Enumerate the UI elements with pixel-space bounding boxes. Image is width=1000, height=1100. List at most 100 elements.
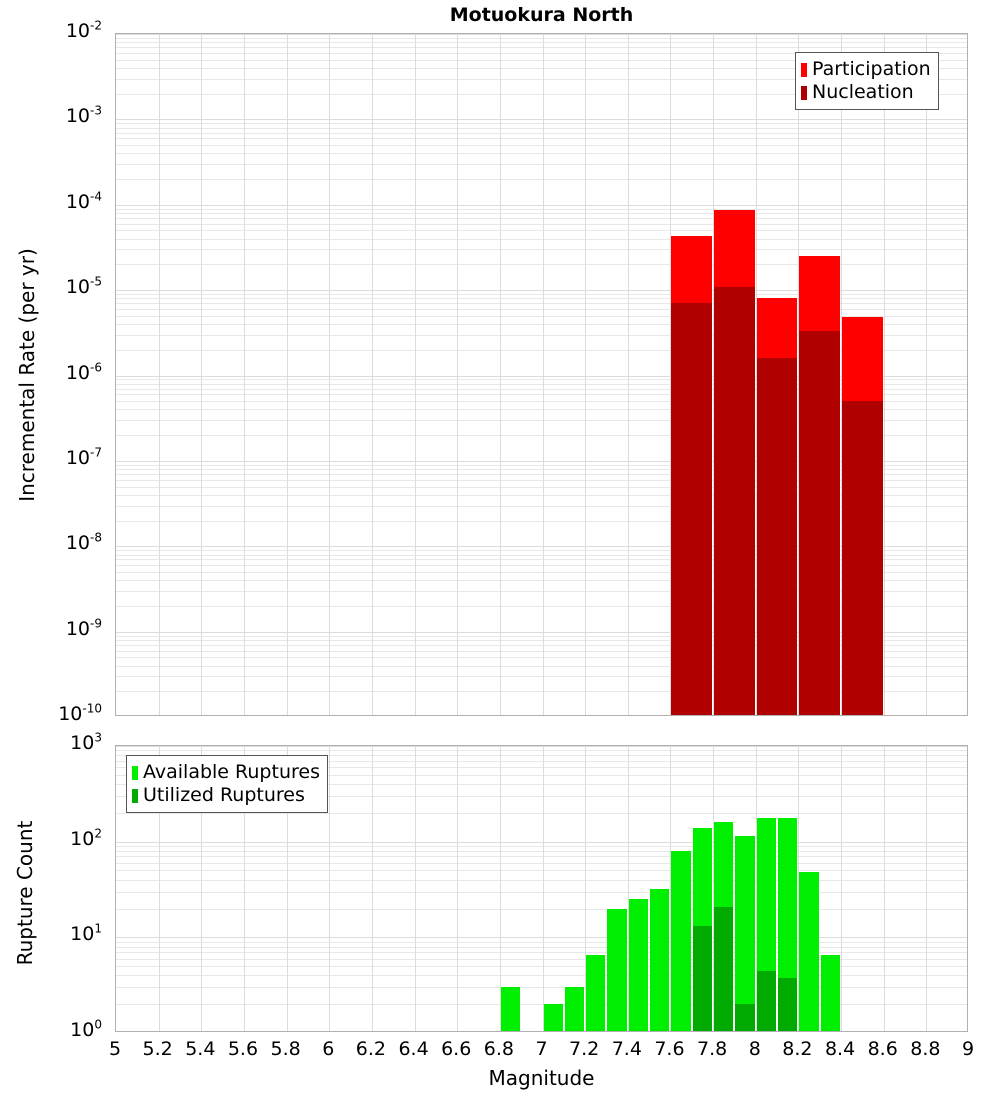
grid-line-horizontal xyxy=(116,750,967,751)
x-axis-tick-label: 6.2 xyxy=(355,1038,386,1060)
grid-line-horizontal xyxy=(116,409,967,410)
grid-line-horizontal xyxy=(116,952,967,953)
grid-line-horizontal xyxy=(116,384,967,385)
grid-line-horizontal xyxy=(116,632,967,633)
y-axis-tick-label: 10-4 xyxy=(65,189,102,213)
grid-line-horizontal xyxy=(116,53,967,54)
grid-line-horizontal xyxy=(116,559,967,560)
grid-line-horizontal xyxy=(116,164,967,165)
grid-line-horizontal xyxy=(116,401,967,402)
x-axis-tick-label: 8.4 xyxy=(824,1038,856,1060)
grid-line-vertical xyxy=(841,34,842,715)
legend-item[interactable]: Participation xyxy=(801,58,931,81)
grid-line-vertical xyxy=(713,34,714,715)
grid-line-horizontal xyxy=(116,145,967,146)
grid-line-horizontal xyxy=(116,119,967,120)
grid-line-vertical xyxy=(798,34,799,715)
legend-item[interactable]: Nucleation xyxy=(801,81,931,104)
grid-line-vertical xyxy=(201,746,202,1031)
grid-line-horizontal xyxy=(116,651,967,652)
grid-line-horizontal xyxy=(116,294,967,295)
grid-line-horizontal xyxy=(116,133,967,134)
grid-line-vertical xyxy=(628,34,629,715)
grid-line-horizontal xyxy=(116,209,967,210)
x-axis-tick-label: 7.8 xyxy=(696,1038,728,1060)
grid-line-vertical xyxy=(884,34,885,715)
y-axis-ticks-top: 10-2 10-3 10-4 10-5 10-6 10-7 10-8 10-9 10-10 xyxy=(0,20,108,725)
grid-line-horizontal xyxy=(116,389,967,390)
grid-line-vertical xyxy=(201,34,202,715)
grid-line-vertical xyxy=(287,746,288,1031)
grid-line-horizontal xyxy=(116,324,967,325)
legend-item-label: Utilized Ruptures xyxy=(143,784,305,806)
grid-line-vertical xyxy=(244,746,245,1031)
bar xyxy=(735,835,755,1031)
grid-line-horizontal xyxy=(116,487,967,488)
grid-line-horizontal xyxy=(116,60,967,61)
grid-line-horizontal xyxy=(116,153,967,154)
grid-line-horizontal xyxy=(116,909,967,910)
y-axis-tick-label: 10-3 xyxy=(65,104,102,128)
bar xyxy=(714,906,734,1031)
grid-line-horizontal xyxy=(116,580,967,581)
grid-line-horizontal xyxy=(116,495,967,496)
bar xyxy=(714,286,755,715)
grid-line-horizontal xyxy=(116,606,967,607)
grid-line-horizontal xyxy=(116,138,967,139)
legend-item-label: Participation xyxy=(812,58,931,80)
x-axis-tick-label: 8.6 xyxy=(867,1038,898,1060)
grid-line-vertical xyxy=(670,746,671,1031)
grid-line-horizontal xyxy=(116,565,967,566)
grid-line-horizontal xyxy=(116,1004,967,1005)
page-title: Motuokura North xyxy=(449,4,634,26)
grid-line-horizontal xyxy=(116,480,967,481)
grid-line-vertical xyxy=(543,34,544,715)
grid-line-vertical xyxy=(415,746,416,1031)
grid-line-horizontal xyxy=(116,975,967,976)
grid-line-horizontal xyxy=(116,309,967,310)
grid-line-vertical xyxy=(329,34,330,715)
grid-line-horizontal xyxy=(116,691,967,692)
x-axis-tick-label: 7 xyxy=(535,1038,548,1060)
grid-line-horizontal xyxy=(116,94,967,95)
legend-top[interactable]: Participation Nucleation xyxy=(795,52,939,110)
grid-line-horizontal xyxy=(116,264,967,265)
grid-line-vertical xyxy=(585,34,586,715)
bar xyxy=(692,926,713,1031)
x-axis-label: Magnitude xyxy=(488,1066,595,1090)
grid-line-horizontal xyxy=(116,303,967,304)
legend-bottom[interactable]: Available Ruptures Utilized Ruptures xyxy=(126,755,328,813)
grid-line-vertical xyxy=(457,746,458,1031)
grid-line-vertical xyxy=(798,746,799,1031)
y-axis-tick-label: 100 xyxy=(70,1017,102,1041)
grid-line-horizontal xyxy=(116,68,967,69)
y-axis-tick-label: 10-7 xyxy=(65,445,102,469)
y-axis-tick-label: 10-10 xyxy=(58,701,102,725)
grid-line-horizontal xyxy=(116,465,967,466)
bar xyxy=(756,358,798,715)
bar xyxy=(650,889,670,1031)
grid-lines-top xyxy=(116,34,967,715)
grid-line-horizontal xyxy=(116,755,967,756)
x-axis-tick-label: 7.2 xyxy=(569,1038,600,1060)
grid-line-horizontal xyxy=(116,350,967,351)
y-axis-label-bottom: Rupture Count xyxy=(13,820,37,966)
y-axis-tick-label: 10-9 xyxy=(65,616,102,640)
grid-line-horizontal xyxy=(116,546,967,547)
x-axis-tick-label: 8.2 xyxy=(782,1038,813,1060)
grid-line-horizontal xyxy=(116,666,967,667)
x-axis-tick-label: 6 xyxy=(322,1038,335,1060)
x-axis-tick-label: 6.4 xyxy=(398,1038,429,1060)
legend-swatch-icon xyxy=(801,85,807,100)
bar xyxy=(756,970,777,1031)
grid-line-vertical xyxy=(159,746,160,1031)
grid-line-horizontal xyxy=(116,38,967,39)
legend-item[interactable]: Utilized Ruptures xyxy=(132,784,320,807)
legend-item[interactable]: Available Ruptures xyxy=(132,761,320,784)
grid-line-horizontal xyxy=(116,767,967,768)
grid-line-horizontal xyxy=(116,461,967,462)
bar xyxy=(735,1004,755,1031)
grid-line-horizontal xyxy=(116,224,967,225)
bar xyxy=(671,850,691,1031)
grid-line-horizontal xyxy=(116,123,967,124)
